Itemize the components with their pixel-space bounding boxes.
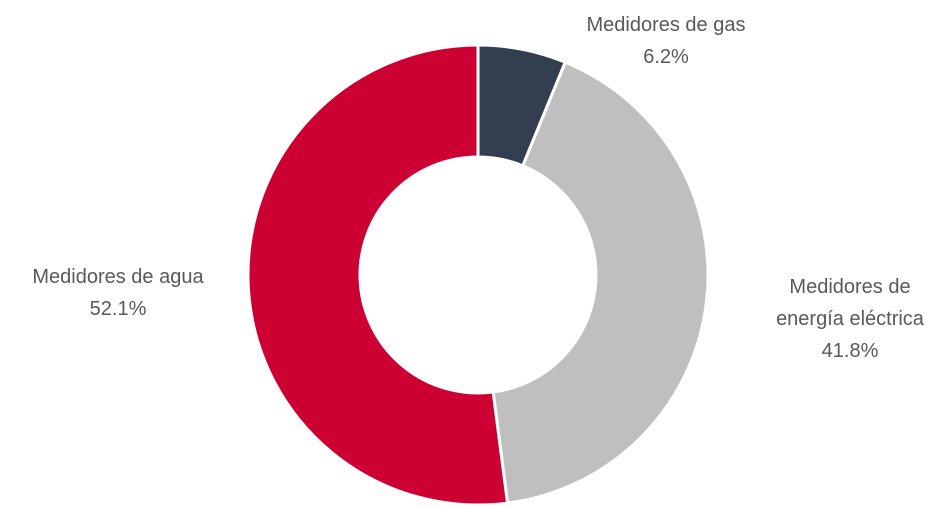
value-label: 41.8% — [821, 340, 879, 362]
category-label: Medidores de gas — [586, 14, 746, 36]
value-label: 6.2% — [643, 46, 689, 68]
donut-slice — [246, 43, 510, 507]
slice-label: Medidores de agua 52.1% — [8, 261, 228, 325]
donut-slice — [491, 60, 710, 505]
slice-label: Medidores de energía eléctrica 41.8% — [758, 271, 932, 367]
value-label: 52.1% — [89, 298, 147, 320]
category-label: Medidores de agua — [32, 266, 204, 288]
category-label: Medidores de energía eléctrica — [776, 276, 924, 330]
slice-label: Medidores de gas 6.2% — [556, 9, 776, 73]
